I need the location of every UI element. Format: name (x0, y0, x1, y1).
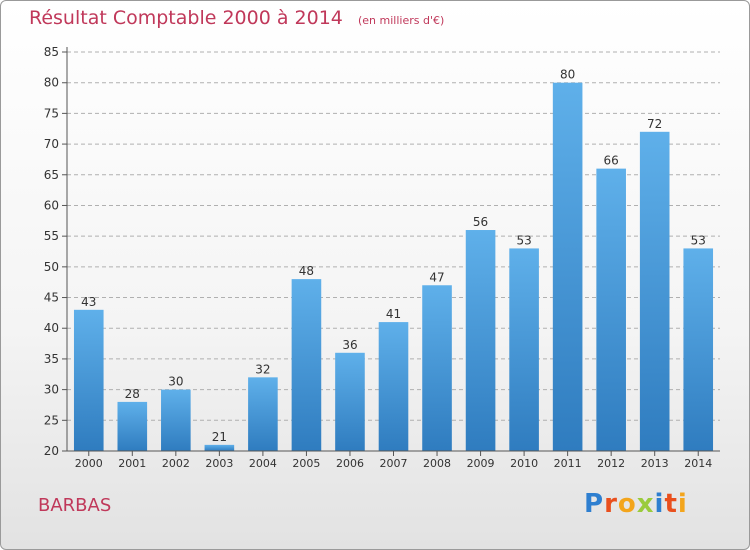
x-tick-label: 2009 (467, 457, 495, 470)
x-tick-label: 2014 (684, 457, 712, 470)
y-tick-label: 25 (44, 413, 59, 427)
bar-value-label: 47 (429, 270, 444, 284)
x-tick-label: 2008 (423, 457, 451, 470)
bar-value-label: 53 (516, 233, 531, 247)
bar (639, 131, 670, 452)
bar (335, 352, 365, 451)
axis-layer: 20 25 30 35 40 45 50 55 60 65 70 75 80 85 2000 2001 2002… (44, 45, 720, 470)
y-tick-label: 80 (44, 76, 59, 90)
y-tick-label: 40 (44, 321, 59, 335)
bar (683, 248, 714, 451)
y-tick-label: 60 (44, 198, 59, 212)
proxiti-logo: Proxiti (584, 489, 688, 519)
x-tick-label: 2003 (205, 457, 233, 470)
bar-value-label: 41 (386, 307, 401, 321)
bar-value-label: 32 (255, 362, 270, 376)
y-tick-label: 50 (44, 260, 59, 274)
x-tick-label: 2002 (162, 457, 190, 470)
x-tick-label: 2010 (510, 457, 538, 470)
bar (596, 168, 626, 451)
bar-value-label: 30 (168, 375, 183, 389)
bar (204, 444, 235, 451)
bar (73, 309, 104, 451)
bar-value-label: 80 (560, 68, 575, 82)
bar (161, 389, 191, 451)
bar-value-label: 72 (647, 117, 662, 131)
x-tick-label: 2012 (597, 457, 625, 470)
bar-value-label: 36 (342, 338, 357, 352)
x-tick-label: 2011 (554, 457, 582, 470)
logo-letter: o (617, 489, 637, 519)
bar (117, 401, 148, 451)
commune-name: BARBAS (38, 495, 112, 516)
title-row: Résultat Comptable 2000 à 2014 (en milli… (29, 7, 444, 29)
chart-subtitle: (en milliers d'€) (357, 14, 445, 27)
bar-value-label: 48 (299, 264, 314, 278)
bar (291, 279, 322, 451)
y-tick-label: 20 (44, 444, 59, 458)
y-tick-label: 30 (44, 383, 59, 397)
chart-title: Résultat Comptable 2000 à 2014 (29, 7, 343, 29)
x-tick-label: 2000 (75, 457, 103, 470)
x-tick-label: 2006 (336, 457, 364, 470)
y-tick-label: 75 (44, 106, 59, 120)
bar (465, 230, 496, 451)
bar (422, 285, 452, 451)
bar (378, 322, 409, 451)
bar (509, 248, 539, 451)
y-tick-label: 70 (44, 137, 59, 151)
logo-letter: r (604, 489, 618, 519)
bar-value-label: 28 (125, 387, 140, 401)
logo-letter: P (584, 489, 605, 519)
logo-letter: i (654, 489, 665, 519)
x-tick-label: 2013 (641, 457, 669, 470)
bar-value-label: 53 (691, 233, 706, 247)
y-tick-label: 35 (44, 352, 59, 366)
y-tick-label: 45 (44, 291, 59, 305)
x-tick-label: 2007 (380, 457, 408, 470)
x-tick-label: 2005 (292, 457, 320, 470)
bar-value-label: 21 (212, 430, 227, 444)
bar-value-label: 66 (604, 154, 619, 168)
y-tick-label: 65 (44, 168, 59, 182)
y-tick-label: 55 (44, 229, 59, 243)
logo-letter: x (636, 489, 655, 519)
y-tick-label: 85 (44, 45, 59, 59)
bars-layer: 43 28 30 21 32 48 36 41 47 56 53 80 66 72 53 (73, 68, 714, 452)
logo-letter: i (677, 489, 688, 519)
logo-letter: t (664, 489, 678, 519)
bar-value-label: 43 (81, 295, 96, 309)
bar (248, 377, 278, 451)
x-tick-label: 2004 (249, 457, 277, 470)
bar (552, 82, 583, 451)
bar-value-label: 56 (473, 215, 488, 229)
x-tick-label: 2001 (118, 457, 146, 470)
